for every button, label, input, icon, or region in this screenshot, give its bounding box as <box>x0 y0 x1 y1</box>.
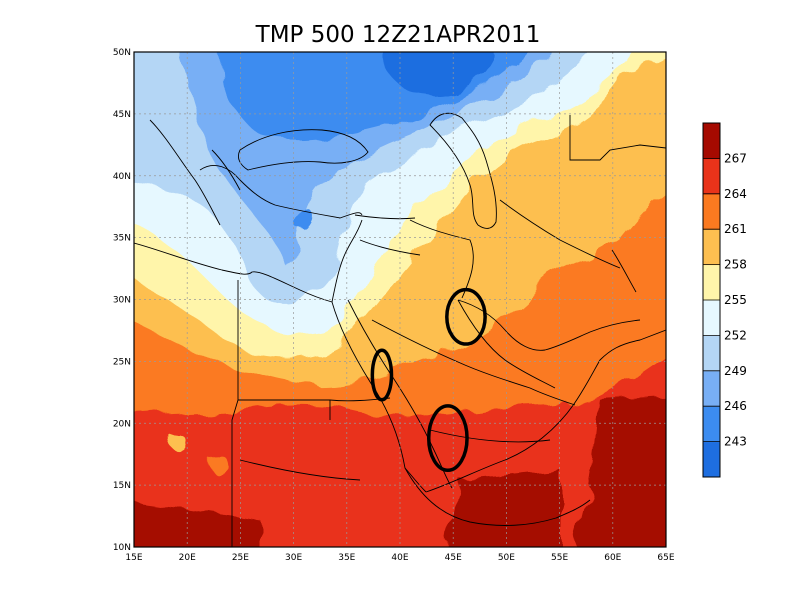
highlight-ellipse-2 <box>370 348 394 402</box>
colorbar-swatch <box>703 229 720 266</box>
latitude-tick: 25N <box>113 357 131 367</box>
longitude-tick: 40E <box>391 553 408 563</box>
border-libya-egypt <box>231 280 331 547</box>
colorbar-swatch <box>703 193 720 230</box>
latitude-tick: 45N <box>113 110 131 120</box>
colorbar-label: 255 <box>724 293 747 307</box>
temperature-band-11 <box>447 470 560 547</box>
longitude-tick: 15E <box>125 553 142 563</box>
temperature-band-12 <box>134 502 260 547</box>
lat-lon-gridlines <box>134 52 666 547</box>
coastline-gulf <box>457 299 641 389</box>
colorbar-label: 246 <box>724 399 747 413</box>
colorbar: 243 246 249 252 255 258 261 264 267 <box>702 122 747 478</box>
coastline-arabian-peninsula <box>425 329 666 493</box>
colorbar-swatch <box>703 264 720 301</box>
longitude-tick: 45E <box>445 553 462 563</box>
colorbar-swatch <box>703 300 720 336</box>
latitude-tick: 40N <box>113 172 131 182</box>
longitude-tick: 25E <box>232 553 249 563</box>
temperature-band-14 <box>205 452 229 474</box>
coastline-aegean-turkey <box>199 165 363 219</box>
temperature-band-10 <box>574 396 666 547</box>
coastline-greece-balkans <box>149 119 241 226</box>
longitude-tick: 60E <box>604 553 621 563</box>
latitude-tick: 10N <box>113 543 131 553</box>
latitude-tick: 20N <box>113 419 131 429</box>
longitude-tick-labels: 15E 20E 25E 30E 35E 40E 45E 50E 55E 60E 65E <box>125 553 674 563</box>
latitude-tick: 50N <box>113 48 131 58</box>
latitude-tick-labels: 10N 15N 20N 25N 30N 35N 40N 45N 50N <box>113 48 131 553</box>
plot-frame <box>133 51 667 548</box>
colorbar-label: 252 <box>724 328 747 342</box>
colorbar-swatch <box>703 123 720 159</box>
coastline-black-sea <box>237 129 369 171</box>
latitude-tick: 15N <box>113 481 131 491</box>
latitude-tick: 30N <box>113 296 131 306</box>
colorbar-swatch <box>703 370 720 407</box>
map-title: TMP 500 12Z21APR2011 <box>255 22 541 48</box>
border-saudi <box>371 319 576 443</box>
longitude-tick: 20E <box>179 553 196 563</box>
border-iran-afghanistan <box>569 115 666 293</box>
temperature-band-13 <box>169 433 187 452</box>
highlight-ellipse-3 <box>426 404 469 473</box>
latitude-tick: 35N <box>113 234 131 244</box>
colorbar-swatch <box>703 335 720 372</box>
colorbar-label: 258 <box>724 258 747 272</box>
colorbar-label: 267 <box>724 151 747 165</box>
temperature-field <box>134 52 666 547</box>
colorbar-swatch <box>703 158 720 195</box>
coastline-africa-horn <box>404 467 591 526</box>
longitude-tick: 65E <box>657 553 674 563</box>
border-iraq-iran <box>409 199 621 299</box>
highlight-ellipse-1 <box>445 287 487 346</box>
coastline-caspian <box>429 112 497 229</box>
longitude-tick: 30E <box>285 553 302 563</box>
longitude-tick: 50E <box>498 553 515 563</box>
temperature-band-9 <box>294 209 313 231</box>
colorbar-swatch <box>703 406 720 443</box>
longitude-tick: 55E <box>551 553 568 563</box>
longitude-tick: 35E <box>338 553 355 563</box>
colorbar-label: 249 <box>724 364 747 378</box>
highlight-ellipses <box>370 287 487 473</box>
colorbar-label: 261 <box>724 222 747 236</box>
colorbar-swatch <box>703 441 720 478</box>
temperature-band-8 <box>380 52 497 96</box>
colorbar-label: 264 <box>724 187 747 201</box>
border-turkey-syria <box>354 214 421 256</box>
coastline-mediterranean <box>134 219 363 303</box>
colorbar-label: 243 <box>724 435 747 449</box>
